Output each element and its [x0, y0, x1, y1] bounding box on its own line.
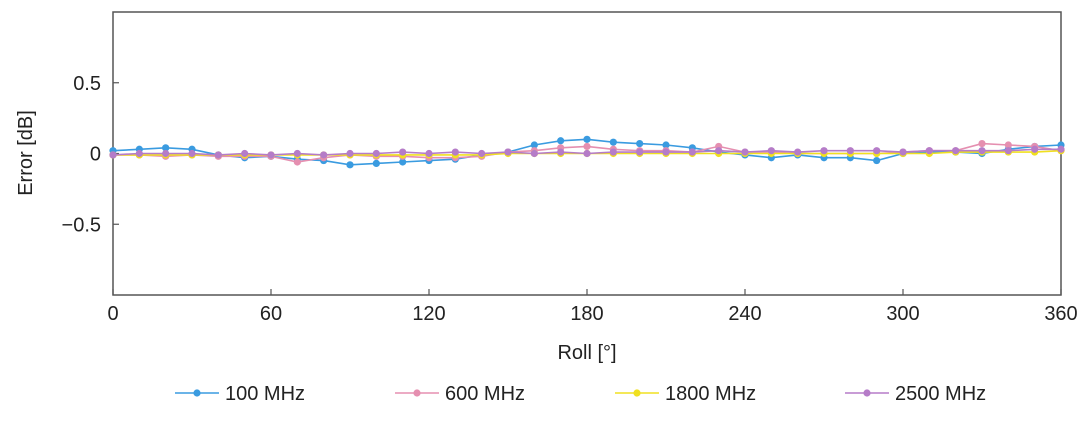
x-tick-label: 360	[1044, 303, 1077, 325]
x-tick-label: 180	[570, 303, 603, 325]
y-tick-label: −0.5	[62, 214, 101, 236]
data-point	[1031, 145, 1039, 153]
data-point	[583, 149, 591, 158]
data-point	[583, 142, 591, 151]
data-point	[372, 159, 380, 168]
data-point	[346, 161, 354, 169]
legend-label: 100 MHz	[225, 383, 305, 405]
data-point	[162, 149, 170, 158]
legend-label: 2500 MHz	[895, 383, 986, 405]
data-point	[1004, 141, 1012, 149]
x-tick-label: 0	[107, 303, 118, 325]
data-point	[241, 149, 249, 158]
data-point	[372, 149, 380, 158]
data-point	[899, 148, 907, 156]
data-point	[767, 147, 775, 155]
data-point	[636, 148, 644, 156]
data-point	[425, 149, 433, 158]
data-point	[135, 149, 143, 158]
data-point	[451, 148, 459, 156]
data-point	[1004, 147, 1012, 155]
legend-item: 100 MHz	[175, 383, 305, 405]
legend-marker	[413, 389, 421, 397]
data-point	[820, 147, 828, 155]
data-point	[583, 135, 591, 143]
data-point	[978, 139, 986, 148]
legend-label: 600 MHz	[445, 383, 525, 405]
data-point	[530, 149, 538, 158]
y-tick-label: 0	[90, 144, 101, 166]
data-point	[293, 158, 301, 166]
data-point	[794, 148, 802, 156]
data-point	[688, 148, 696, 156]
legend-marker	[633, 389, 641, 397]
data-point	[741, 148, 749, 156]
x-tick-label: 60	[260, 303, 282, 325]
data-point	[399, 148, 407, 156]
data-point	[952, 147, 960, 155]
data-point	[320, 151, 328, 159]
data-point	[873, 147, 881, 155]
y-tick-group: 0.5 0 −0.5	[62, 73, 119, 236]
legend-label: 1800 MHz	[665, 383, 756, 405]
y-axis-label: Error [dB]	[15, 110, 37, 196]
x-tick-label: 120	[412, 303, 445, 325]
data-point	[478, 149, 486, 158]
data-point	[399, 158, 407, 166]
data-point	[925, 147, 933, 155]
data-point	[846, 147, 854, 155]
data-point	[1057, 145, 1065, 153]
data-point	[609, 138, 617, 146]
data-point	[557, 148, 565, 156]
data-point	[214, 151, 222, 159]
legend-marker	[193, 389, 201, 397]
series-layer	[109, 135, 1065, 169]
data-point	[504, 148, 512, 156]
x-axis-label: Roll [°]	[557, 342, 616, 364]
data-point	[346, 149, 354, 158]
data-point	[636, 139, 644, 148]
y-tick-label: 0.5	[73, 73, 101, 95]
data-point	[267, 151, 275, 159]
data-point	[109, 151, 117, 159]
legend-item: 600 MHz	[395, 383, 525, 405]
data-point	[609, 148, 617, 156]
data-point	[188, 149, 196, 158]
legend-marker	[863, 389, 871, 397]
series-2500-mhz	[109, 145, 1065, 159]
data-point	[530, 141, 538, 149]
data-point	[293, 149, 301, 158]
x-tick-label: 240	[728, 303, 761, 325]
data-point	[162, 144, 170, 152]
legend: 100 MHz 600 MHz 1800 MHz 2500 MHz	[175, 383, 986, 405]
data-point	[662, 148, 670, 156]
x-tick-group: 0 60 120 180 240 300 360	[107, 289, 1078, 325]
data-point	[978, 147, 986, 155]
legend-item: 1800 MHz	[615, 383, 756, 405]
data-point	[662, 141, 670, 149]
data-point	[557, 137, 565, 145]
x-tick-label: 300	[886, 303, 919, 325]
data-point	[715, 147, 723, 155]
data-point	[873, 156, 881, 165]
legend-item: 2500 MHz	[845, 383, 986, 405]
